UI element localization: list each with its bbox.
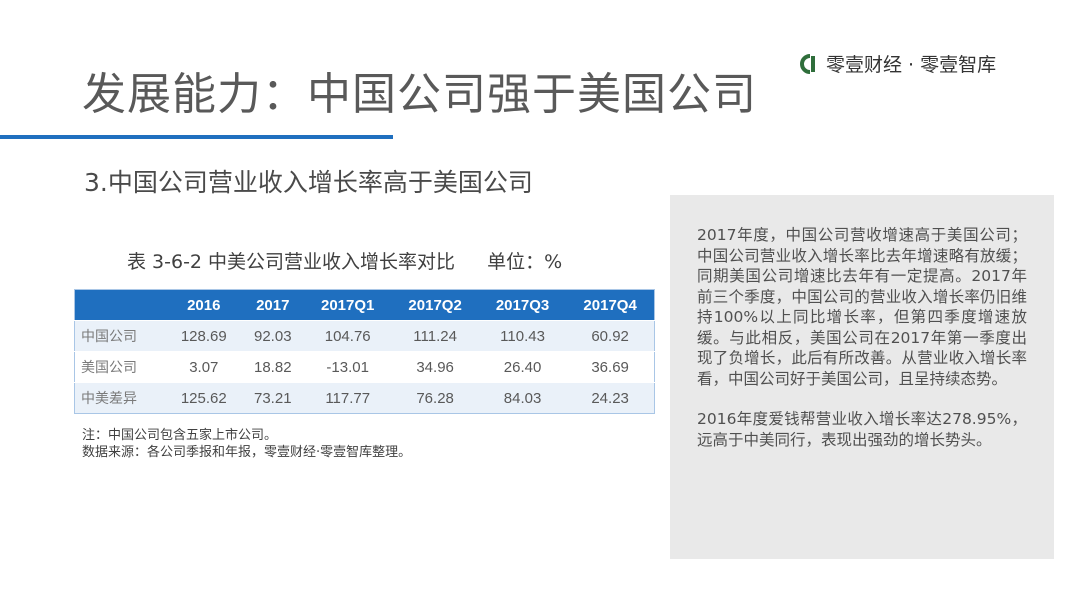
table-unit: 单位：% — [487, 251, 563, 273]
summary-paragraph: 2016年度爱钱帮营业收入增长率达278.95%，远高于中美同行，表现出强劲的增… — [697, 410, 1027, 449]
table-cell: 76.28 — [391, 382, 479, 414]
page-title: 发展能力：中国公司强于美国公司 — [82, 69, 757, 120]
table-cell: 36.69 — [566, 351, 655, 383]
table-cell: 60.92 — [566, 320, 655, 352]
table-row: 中国公司 128.69 92.03 104.76 111.24 110.43 6… — [74, 320, 655, 352]
section-subtitle: 3.中国公司营业收入增长率高于美国公司 — [84, 168, 533, 197]
table-cell: 128.69 — [166, 320, 242, 352]
summary-panel — [670, 195, 1054, 559]
column-header: 2017 — [241, 289, 304, 321]
title-underline — [0, 135, 393, 139]
table-cell: 26.40 — [478, 351, 567, 383]
table-notes: 注：中国公司包含五家上市公司。 数据来源：各公司季报和年报，零壹财经·零壹智库整… — [82, 427, 411, 461]
table-cell: 84.03 — [478, 382, 567, 414]
summary-text: 2017年度，中国公司营收增速高于美国公司；中国公司营业收入增长率比去年增速略有… — [697, 225, 1027, 470]
row-label: 中美差异 — [74, 382, 166, 414]
table-cell: -13.01 — [303, 351, 392, 383]
table-cell: 117.77 — [303, 382, 392, 414]
column-header: 2017Q4 — [566, 289, 655, 321]
column-header: 2017Q3 — [478, 289, 567, 321]
table-cell: 104.76 — [303, 320, 392, 352]
brand-name: 零壹财经 · 零壹智库 — [826, 54, 997, 76]
row-label: 中国公司 — [74, 320, 166, 352]
brand-header: 零壹财经 · 零壹智库 — [796, 50, 996, 77]
table-cell: 24.23 — [566, 382, 655, 414]
table-row: 美国公司 3.07 18.82 -13.01 34.96 26.40 36.69 — [74, 351, 655, 383]
brand-logo-icon — [800, 53, 815, 74]
column-header: 2017Q1 — [303, 289, 392, 321]
table-cell: 125.62 — [166, 382, 242, 414]
table-cell: 110.43 — [478, 320, 567, 352]
table-cell: 92.03 — [241, 320, 304, 352]
table-cell: 34.96 — [391, 351, 479, 383]
table-header-row: 2016 2017 2017Q1 2017Q2 2017Q3 2017Q4 — [74, 289, 655, 321]
note-line: 注：中国公司包含五家上市公司。 — [82, 428, 278, 443]
table-cell: 18.82 — [241, 351, 304, 383]
table-cell: 3.07 — [166, 351, 242, 383]
summary-paragraph: 2017年度，中国公司营收增速高于美国公司；中国公司营业收入增长率比去年增速略有… — [697, 226, 1027, 388]
source-line: 数据来源：各公司季报和年报，零壹财经·零壹智库整理。 — [82, 445, 412, 460]
column-header: 2016 — [166, 289, 242, 321]
table-cell: 73.21 — [241, 382, 304, 414]
column-header: 2017Q2 — [391, 289, 479, 321]
table-title: 表 3-6-2 中美公司营业收入增长率对比 — [127, 251, 456, 273]
table-row: 中美差异 125.62 73.21 117.77 76.28 84.03 24.… — [74, 382, 655, 414]
table-cell: 111.24 — [391, 320, 479, 352]
column-header — [74, 289, 166, 321]
row-label: 美国公司 — [74, 351, 166, 383]
table-caption: 表 3-6-2 中美公司营业收入增长率对比 单位：% — [127, 247, 562, 274]
growth-rate-table: 2016 2017 2017Q1 2017Q2 2017Q3 2017Q4 中国… — [74, 289, 655, 414]
